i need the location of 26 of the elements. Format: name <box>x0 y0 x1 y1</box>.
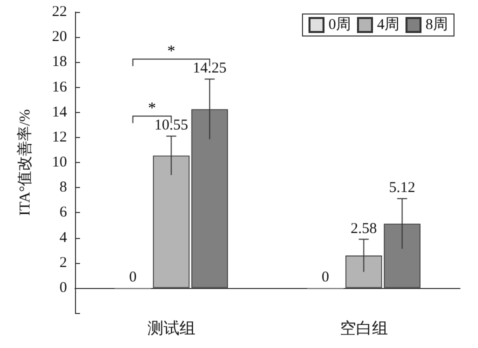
y-tick-label: 8 <box>60 180 67 196</box>
y-tick-label: 22 <box>52 4 67 20</box>
y-tick-label: 18 <box>52 54 67 70</box>
y-axis-title: ITA°值改善率/% <box>16 109 34 216</box>
legend-label: 0周 <box>328 17 351 33</box>
data-label: 5.12 <box>389 180 416 196</box>
data-label: 10.55 <box>154 118 188 134</box>
annotation: * <box>148 100 156 118</box>
data-label: 0 <box>322 269 330 286</box>
data-label: 2.58 <box>350 220 377 237</box>
x-tick-label: 测试组 <box>147 320 196 338</box>
data-label: 0 <box>129 269 137 286</box>
y-tick-label: 4 <box>60 230 68 246</box>
annotation: * <box>167 43 176 60</box>
y-tick-label: 6 <box>60 204 68 221</box>
data-label: 14.25 <box>192 60 227 77</box>
y-tick-label: 2 <box>60 254 67 271</box>
x-tick-label: 空白组 <box>340 320 388 338</box>
legend-label: 4周 <box>377 17 400 33</box>
y-tick-label: 20 <box>52 29 67 46</box>
y-tick-label: 0 <box>60 280 67 296</box>
legend-label: 8周 <box>426 17 448 33</box>
y-tick-label: 16 <box>52 79 68 96</box>
y-tick-label: 14 <box>52 104 68 120</box>
y-tick-label: 12 <box>52 129 67 146</box>
y-tick-label: 10 <box>52 154 67 170</box>
